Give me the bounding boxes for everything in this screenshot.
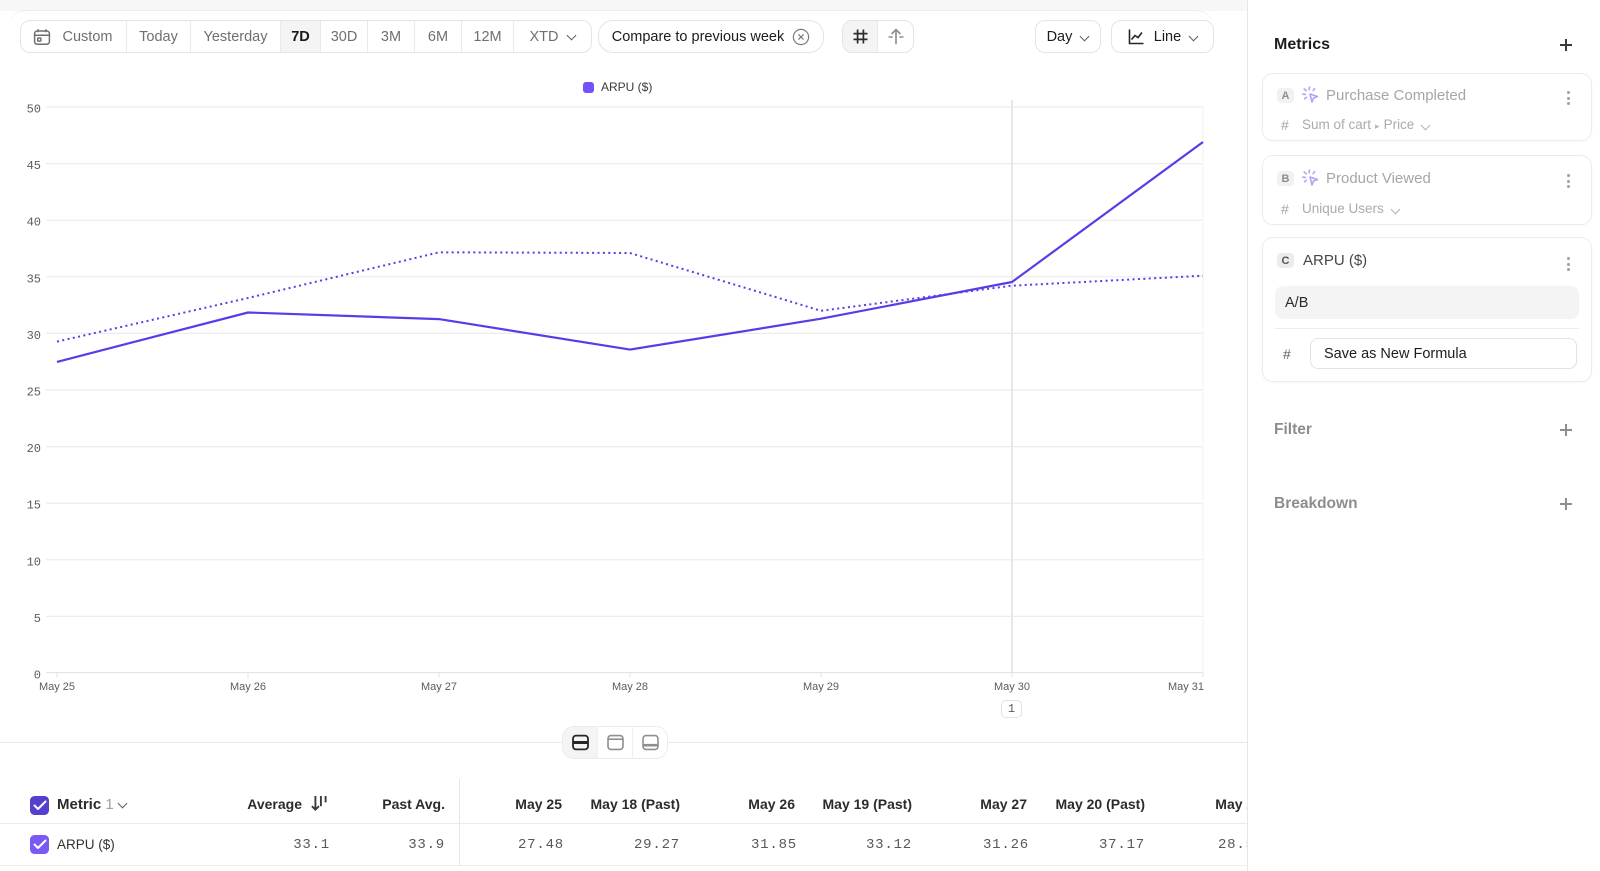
svg-text:50: 50 [27, 103, 41, 117]
svg-text:40: 40 [27, 216, 41, 230]
svg-text:May 29: May 29 [803, 681, 839, 693]
svg-text:May 28: May 28 [612, 681, 648, 693]
svg-text:15: 15 [27, 499, 41, 513]
svg-text:5: 5 [34, 612, 41, 626]
svg-text:45: 45 [27, 159, 41, 173]
svg-text:May 30: May 30 [994, 681, 1030, 693]
svg-text:May 26: May 26 [230, 681, 266, 693]
svg-text:25: 25 [27, 386, 41, 400]
svg-text:35: 35 [27, 272, 41, 286]
svg-text:May 25: May 25 [39, 681, 75, 693]
svg-text:10: 10 [27, 555, 41, 569]
svg-text:30: 30 [27, 329, 41, 343]
svg-text:May 31: May 31 [1168, 681, 1204, 693]
svg-text:20: 20 [27, 442, 41, 456]
svg-text:0: 0 [34, 669, 41, 683]
svg-text:May 27: May 27 [421, 681, 457, 693]
